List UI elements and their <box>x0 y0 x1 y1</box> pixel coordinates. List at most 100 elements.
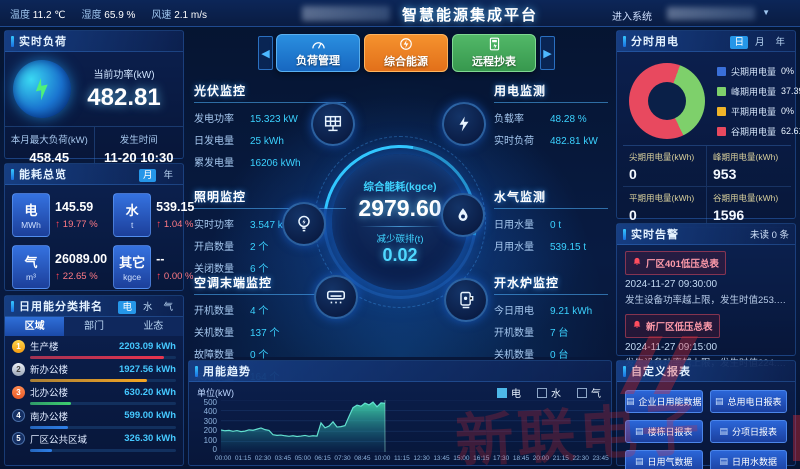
rank-name: 厂区公共区域 <box>30 434 88 446</box>
rank-bar-track <box>30 402 176 406</box>
report-button[interactable]: ▤ 楼栋日报表 <box>625 420 703 443</box>
legend-label: 水 <box>551 389 561 400</box>
boiler-icon <box>444 278 488 322</box>
energy-type-unit: m³ <box>26 272 36 282</box>
alarm-item[interactable]: 厂区401低压总表 2024-11-27 09:30:00 发生设备功率越上限，发生… <box>625 251 787 306</box>
energy-value: -- <box>156 252 165 266</box>
metric-row: 月用水量 539.15 t <box>494 238 608 253</box>
metric-label: 开机数量 <box>194 306 234 317</box>
metric-label: 今日用电 <box>494 306 534 317</box>
metric-row: 开启数量 2 个 <box>194 238 346 253</box>
toggle-option[interactable]: 电 <box>118 301 136 314</box>
metric-row: 日用水量 0 t <box>494 216 608 231</box>
rank-bar-track <box>30 356 176 359</box>
report-button[interactable]: ▤ 日用气数据 <box>625 450 703 469</box>
tou-stat-label: 谷期用电量(kWh) <box>713 193 779 203</box>
toggle-option[interactable]: 气 <box>163 302 173 313</box>
load-management-button[interactable]: 负荷管理 <box>276 34 360 72</box>
toggle-option[interactable]: 业态 <box>143 321 164 332</box>
metric-row: 开机数量 4 个 <box>194 302 346 317</box>
toggle-option[interactable]: 年 <box>163 170 173 181</box>
remote-meter-button[interactable]: 远程抄表 <box>452 34 536 72</box>
toggle-option[interactable]: 部门 <box>83 321 104 332</box>
y-tick: 0 <box>212 444 217 454</box>
user-account[interactable] <box>667 7 755 20</box>
integrated-energy-button[interactable]: 综合能源 <box>364 34 448 72</box>
rank-name: 北办公楼 <box>30 388 69 400</box>
env-stat: 湿度 65.9 % <box>82 6 136 21</box>
toggle-option[interactable]: 年 <box>775 37 785 48</box>
report-button[interactable]: ▤ 总用电日报表 <box>709 390 787 413</box>
rank-bar-fill <box>30 402 71 406</box>
rank-name: 新办公楼 <box>30 365 69 377</box>
tou-stat-cell: 谷期用电量(kWh) 1596 <box>707 187 791 228</box>
metric-label: 关闭数量 <box>194 264 234 275</box>
alarm-description: 发生设备功率越上限，发生时值253.2kW，... <box>625 295 787 306</box>
chevron-down-icon[interactable]: ▼ <box>762 8 770 17</box>
carousel-right-arrow-icon[interactable]: ▶ <box>540 36 555 70</box>
document-icon: ▤ <box>719 456 729 466</box>
carbon-label: 减少碳排(t) <box>376 233 424 245</box>
toggle-option[interactable]: 区域 <box>5 317 65 336</box>
legend-label: 谷期用电量 <box>731 126 777 137</box>
ranking-row: 5 厂区公共区域 326.30 kWh <box>12 432 176 452</box>
current-power-label: 当前功率(kW) <box>93 70 155 81</box>
rank-bar-track <box>30 448 176 452</box>
report-button[interactable]: ▤ 分项日报表 <box>709 420 787 443</box>
energy-type-tabs: 电水气 <box>115 297 177 315</box>
energy-value: 26089.00 <box>55 252 108 266</box>
metric-value: 0 台 <box>550 350 569 361</box>
accent-bar <box>195 365 198 377</box>
x-tick: 21:15 <box>552 455 569 462</box>
trend-legend-item[interactable]: 水 <box>537 385 561 400</box>
x-tick: 20:00 <box>532 455 550 462</box>
panel-header: 用能趋势 <box>189 361 611 382</box>
x-tick: 02:30 <box>254 455 272 462</box>
energy-type-values: 539.15 ↑ 1.04 % <box>156 200 194 230</box>
metric-value: 7 台 <box>550 328 569 339</box>
x-tick: 12:30 <box>413 455 430 462</box>
up-arrow-icon: ↑ <box>156 271 164 282</box>
metric-label: 关机数量 <box>194 328 234 339</box>
accent-bar <box>11 300 14 312</box>
y-tick: 500 <box>203 398 217 407</box>
legend-checkbox <box>577 387 587 398</box>
metric-value: 0 t <box>550 220 562 231</box>
toggle-option[interactable]: 月 <box>754 37 765 48</box>
realtime-alarm-panel: 实时告警 未读 0 条 厂区401低压总表 2024-11-27 09:30:00… <box>616 223 796 369</box>
toggle-option[interactable]: 日 <box>730 36 748 49</box>
env-stat-value: 2.1 m/s <box>174 9 208 21</box>
alarm-bell-icon <box>632 317 642 335</box>
report-button[interactable]: ▤ 企业日用能数据 <box>625 390 703 413</box>
rank-value: 326.30 kWh <box>124 433 176 445</box>
metric-label: 月用水量 <box>494 242 534 253</box>
legend-color-swatch <box>717 86 726 96</box>
legend-label: 气 <box>591 389 601 400</box>
x-tick: 10:00 <box>374 455 391 462</box>
energy-type-unit: t <box>130 220 134 230</box>
enter-system-link[interactable]: 进入系统 <box>612 12 652 23</box>
tou-stat-value: 0 <box>629 207 637 223</box>
rank-badge: 3 <box>12 385 25 399</box>
legend-checkbox <box>537 387 547 398</box>
energy-type-values: -- ↑ 0.00 % <box>156 252 193 282</box>
x-tick: 07:30 <box>334 455 351 462</box>
current-power: 当前功率(kW) 482.81 <box>71 66 177 112</box>
section-title: 照明监控 <box>194 188 346 209</box>
trend-legend-item[interactable]: 电 <box>497 385 521 400</box>
rank-badge: 1 <box>12 339 25 353</box>
toggle-option[interactable]: 月 <box>138 169 157 182</box>
trend-legend-item[interactable]: 气 <box>577 385 601 400</box>
report-button[interactable]: ▤ 日用水数据 <box>709 450 787 469</box>
month-year-toggle: 月年 <box>136 165 177 183</box>
rank-badge: 2 <box>12 362 25 376</box>
company-logo <box>302 6 390 21</box>
carousel-left-arrow-icon[interactable]: ◀ <box>258 36 273 70</box>
accent-bar <box>11 168 14 180</box>
toggle-option[interactable]: 水 <box>142 302 153 313</box>
energy-type-values: 145.59 ↑ 19.77 % <box>55 200 98 230</box>
metric-label: 日用水量 <box>494 220 534 231</box>
tou-legend: 尖期用电量 0%峰期用电量 37.39%平期用电量 0%谷期用电量 62.61% <box>717 61 800 141</box>
